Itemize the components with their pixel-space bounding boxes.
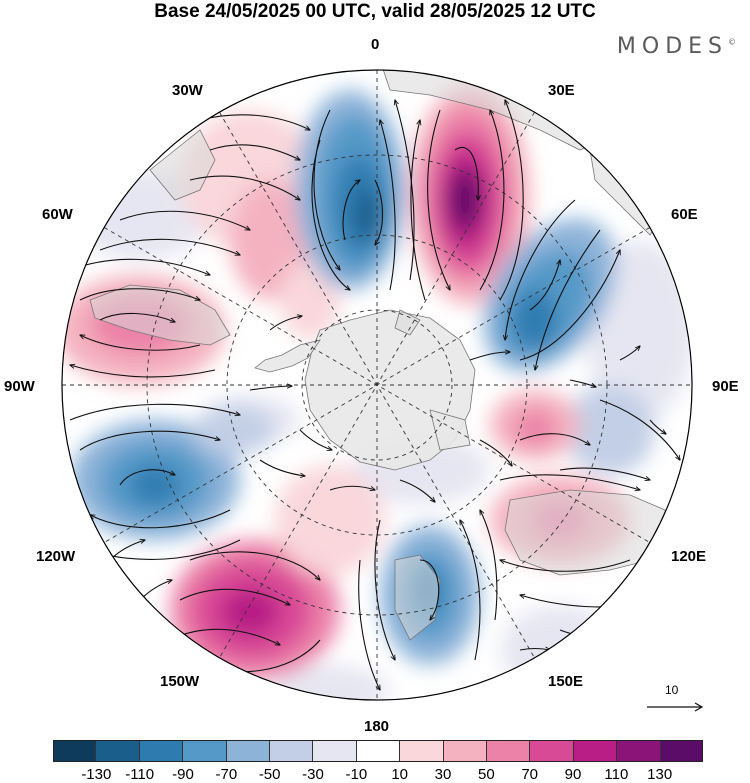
colorbar-tick-label: -30 (302, 766, 324, 783)
colorbar-tick-label: -70 (215, 766, 238, 783)
colorbar-tick-label: 10 (391, 766, 408, 783)
map-title: Base 24/05/2025 00 UTC, valid 28/05/2025… (154, 1, 596, 22)
land-masses (89, 70, 671, 641)
colorbar-tick-label: -130 (81, 766, 112, 783)
colorbar-tick-label: 50 (477, 766, 495, 783)
colorbar-tick-label: 70 (521, 766, 538, 783)
colorbar-swatch (270, 740, 314, 762)
colorbar-swatch (400, 740, 444, 762)
lon-label-90w: 90W (4, 378, 35, 395)
lon-label-60w: 60W (42, 206, 73, 223)
colorbar-swatch (573, 740, 618, 762)
reference-arrow-icon (647, 702, 704, 712)
colorbar-swatch (356, 740, 401, 762)
lon-label-150w: 150W (160, 673, 200, 690)
wind-vectors (70, 100, 680, 690)
graticule (62, 70, 692, 700)
lon-label-0: 0 (371, 36, 380, 53)
colorbar-swatch (96, 740, 140, 762)
reference-vector: 10 (645, 683, 707, 713)
lon-label-180: 180 (364, 718, 390, 735)
colorbar-swatch (443, 740, 488, 762)
colorbar-swatch (53, 740, 97, 762)
colorbar-tick-label: 130 (647, 766, 673, 783)
reference-vector-label: 10 (665, 683, 679, 697)
colorbar-tick-label: -10 (345, 766, 368, 783)
brand-mark: © (728, 37, 736, 47)
colorbar-tick-label: 90 (564, 766, 582, 783)
colorbar-tick-label: -50 (258, 766, 281, 783)
colorbar-swatch (226, 740, 271, 762)
colorbar-swatch (139, 740, 184, 762)
lon-label-30w: 30W (172, 82, 203, 99)
colorbar-swatch (313, 740, 357, 762)
colorbar-tick-label: 30 (434, 766, 452, 783)
lon-label-60e: 60E (671, 206, 698, 223)
lon-label-150e: 150E (548, 673, 584, 690)
colorbar-swatch (530, 740, 574, 762)
colorbar-swatch (617, 740, 661, 762)
lon-label-30e: 30E (548, 82, 575, 99)
lon-label-120w: 120W (36, 548, 76, 565)
colorbar-swatch (487, 740, 531, 762)
brand-text: MODES (616, 34, 728, 59)
modes-logo: MODES© (617, 34, 736, 59)
lon-label-90e: 90E (712, 378, 739, 395)
colorbar-tick-label: 110 (604, 766, 629, 783)
colorbar (53, 740, 704, 762)
colorbar-swatch (183, 740, 227, 762)
lon-label-120e: 120E (671, 548, 707, 565)
colorbar-swatch (660, 740, 704, 762)
colorbar-tick-label: -110 (125, 766, 155, 783)
anomaly-field (62, 85, 692, 700)
colorbar-tick-label: -90 (172, 766, 194, 783)
